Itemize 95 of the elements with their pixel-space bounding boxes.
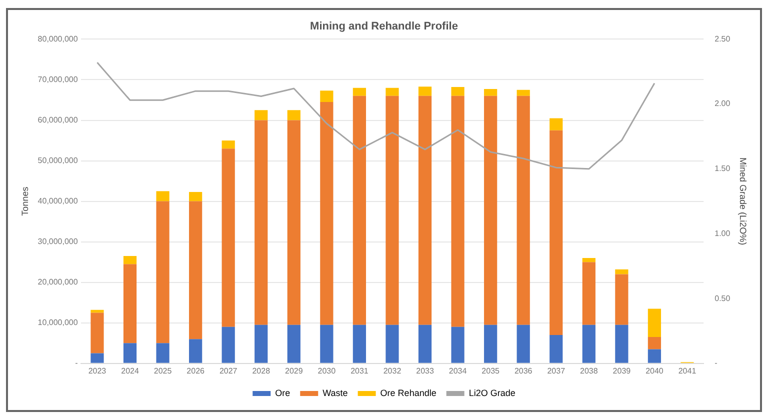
legend-label: Li2O Grade (468, 388, 516, 398)
y-tick-label: 30,000,000 (38, 237, 78, 246)
y-tick-label: 70,000,000 (38, 74, 78, 84)
y2-tick-label: 0.50 (714, 294, 731, 303)
x-tick-label: 2026 (186, 366, 206, 376)
bar (254, 120, 268, 325)
x-tick-label: 2030 (318, 366, 336, 376)
bar (90, 312, 104, 354)
bar (287, 324, 300, 363)
y-tick-label: 10,000,000 (38, 318, 78, 328)
y-tick-label: 60,000,000 (38, 115, 78, 124)
bar (222, 326, 235, 363)
x-tick-label: 2032 (383, 366, 402, 376)
bar (189, 339, 202, 363)
y-tick-label: 50,000,000 (38, 156, 78, 165)
y-tick-label: 20,000,000 (38, 278, 78, 287)
bar (287, 110, 300, 120)
x-tick-label: 2035 (482, 366, 500, 376)
x-tick-label: 2034 (448, 366, 468, 376)
x-tick-label: 2028 (252, 366, 271, 376)
y-axis-title: Tonnes (20, 186, 30, 216)
bar (648, 308, 662, 338)
x-tick-label: 2036 (514, 366, 533, 376)
legend-label: Ore (275, 388, 290, 398)
bar (222, 148, 235, 327)
bar (484, 96, 498, 325)
bar (320, 324, 334, 363)
bar (582, 324, 596, 363)
bar (352, 88, 366, 96)
x-tick-label: 2040 (646, 366, 664, 376)
bar (516, 324, 530, 363)
x-tick-label: 2025 (154, 366, 172, 376)
legend-label: Ore Rehandle (380, 388, 436, 398)
bar (189, 201, 202, 340)
x-tick-label: 2024 (121, 366, 140, 376)
x-tick-label: 2027 (219, 366, 238, 376)
bar (254, 324, 268, 363)
bar (648, 337, 662, 350)
bar (484, 89, 498, 96)
bar (222, 140, 235, 149)
bar (156, 191, 170, 202)
bar (451, 87, 464, 96)
bar (615, 269, 628, 274)
bar (287, 120, 300, 325)
x-tick-label: 2029 (285, 366, 304, 376)
chart-title: Mining and Rehandle Profile (310, 20, 458, 33)
y2-tick-label: 1.00 (714, 228, 731, 238)
bar (451, 96, 464, 327)
bar (90, 310, 104, 313)
bar (418, 324, 432, 363)
x-tick-label: 2031 (350, 366, 369, 376)
bar (386, 88, 399, 96)
y2-axis-title: Mined Grade (Li2O%) (738, 158, 748, 246)
bar (516, 90, 530, 96)
bar (386, 324, 399, 363)
bar (648, 349, 662, 363)
bar (123, 343, 137, 363)
y-tick-label: 40,000,000 (38, 196, 78, 206)
bar (582, 262, 596, 325)
bar (156, 343, 170, 363)
y2-tick-label: 2.50 (714, 34, 731, 44)
x-tick-label: 2033 (416, 366, 434, 376)
bar (582, 258, 596, 262)
bar (418, 86, 432, 96)
x-tick-label: 2023 (88, 366, 107, 376)
bar (254, 110, 268, 120)
bar (615, 274, 628, 325)
bar (484, 324, 498, 363)
y2-tick-label: 1.50 (714, 164, 731, 174)
bar (550, 130, 563, 336)
bar (156, 201, 170, 344)
bar (123, 256, 137, 264)
bar (352, 324, 366, 363)
y-tick-label: 80,000,000 (38, 34, 78, 44)
bar (550, 118, 563, 130)
bar (320, 102, 334, 325)
x-tick-label: 2038 (580, 366, 598, 376)
bar (386, 96, 399, 325)
y2-tick-label: 2.00 (714, 99, 731, 108)
x-tick-label: 2039 (612, 366, 632, 376)
legend-label: Waste (322, 388, 348, 398)
y-tick-label: - (75, 358, 78, 368)
bar (90, 353, 104, 363)
bar (418, 96, 432, 325)
bar (189, 192, 202, 202)
bar (451, 326, 464, 363)
bar (320, 90, 334, 102)
x-tick-label: 2037 (547, 366, 566, 376)
x-tick-label: 2041 (678, 366, 697, 376)
y2-tick-label: - (714, 358, 718, 368)
bar (516, 96, 530, 325)
bar (550, 335, 563, 363)
bar (615, 324, 628, 363)
bar (352, 96, 366, 325)
bar (123, 264, 137, 344)
